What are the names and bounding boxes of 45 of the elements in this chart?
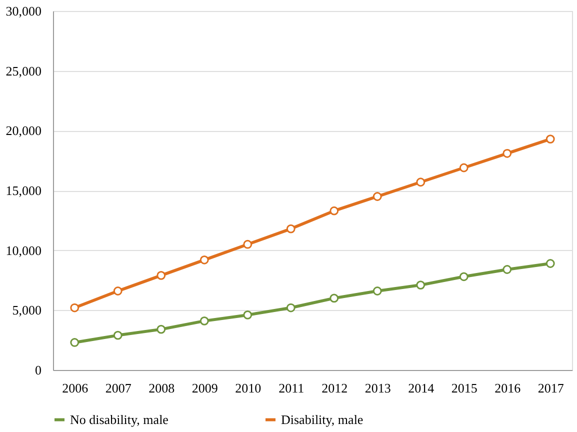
point [502,148,512,158]
x-tick-label: 2014 [408,380,435,396]
x-tick-label: 2006 [62,380,89,396]
point [502,265,512,274]
y-tick-label: 10,000 [6,242,42,258]
y-tick-label: 0 [35,362,42,378]
point [200,316,209,326]
point [200,255,209,264]
y-tick-label: 20,000 [6,123,42,138]
point [286,303,296,312]
x-tick-label: 2016 [494,380,522,396]
point [330,294,339,303]
point [416,178,426,187]
point [243,240,252,249]
x-tick-label: 2012 [322,380,348,396]
point [372,192,382,201]
point [416,280,426,290]
x-tick-label: 2013 [364,380,391,396]
x-tick-label: 2009 [192,380,218,396]
point [156,271,166,280]
x-tick-label: 2008 [148,380,175,396]
x-tick-label: 2007 [105,380,132,396]
point [459,272,468,282]
point [70,303,80,312]
point [459,163,468,172]
x-tick-label: 2010 [235,380,262,396]
point [113,286,122,296]
point [330,206,339,216]
y-tick-label: 5,000 [12,302,42,318]
point [113,330,122,340]
point [70,338,80,347]
point [243,310,252,320]
x-tick-label: 2017 [538,380,564,396]
legend-label: No disability, male [70,412,169,427]
y-tick-label: 15,000 [6,183,42,198]
x-tick-label: 2015 [451,380,478,396]
point [372,286,382,296]
y-tick-label: 25,000 [6,63,42,78]
point [286,224,296,234]
point [546,259,555,268]
point [156,324,166,334]
point [546,134,555,144]
legend-label: Disability, male [281,412,364,427]
x-tick-label: 2011 [278,380,304,396]
y-tick-label: 30,000 [6,4,42,18]
